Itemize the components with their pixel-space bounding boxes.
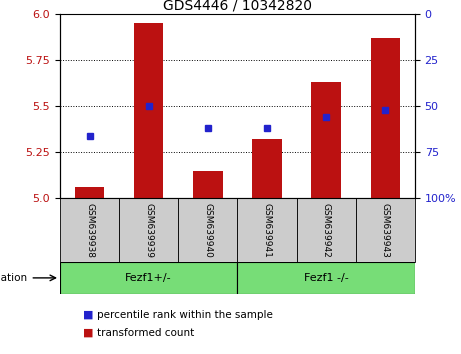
Bar	[252, 139, 282, 198]
Bar	[193, 171, 223, 198]
Text: ■: ■	[83, 328, 94, 338]
Bar	[356, 198, 415, 262]
Text: Fezf1 -/-: Fezf1 -/-	[304, 273, 349, 283]
Text: GSM639943: GSM639943	[381, 202, 390, 258]
Bar	[178, 198, 237, 262]
Text: GSM639941: GSM639941	[262, 202, 272, 258]
Bar	[75, 187, 104, 198]
Text: ■: ■	[83, 310, 94, 320]
Title: GDS4446 / 10342820: GDS4446 / 10342820	[163, 0, 312, 13]
Bar	[371, 38, 400, 198]
Text: GSM639942: GSM639942	[322, 203, 331, 257]
Bar	[134, 23, 164, 198]
Text: percentile rank within the sample: percentile rank within the sample	[97, 310, 273, 320]
Bar	[237, 262, 415, 294]
Text: GSM639940: GSM639940	[203, 202, 213, 258]
Bar	[296, 198, 356, 262]
Text: GSM639938: GSM639938	[85, 202, 94, 258]
Bar	[60, 198, 119, 262]
Text: genotype/variation: genotype/variation	[0, 273, 27, 283]
Text: Fezf1+/-: Fezf1+/-	[125, 273, 172, 283]
Bar	[60, 262, 237, 294]
Bar	[119, 198, 178, 262]
Text: GSM639939: GSM639939	[144, 202, 153, 258]
Text: transformed count: transformed count	[97, 328, 194, 338]
Bar	[237, 198, 296, 262]
Bar	[311, 82, 341, 198]
